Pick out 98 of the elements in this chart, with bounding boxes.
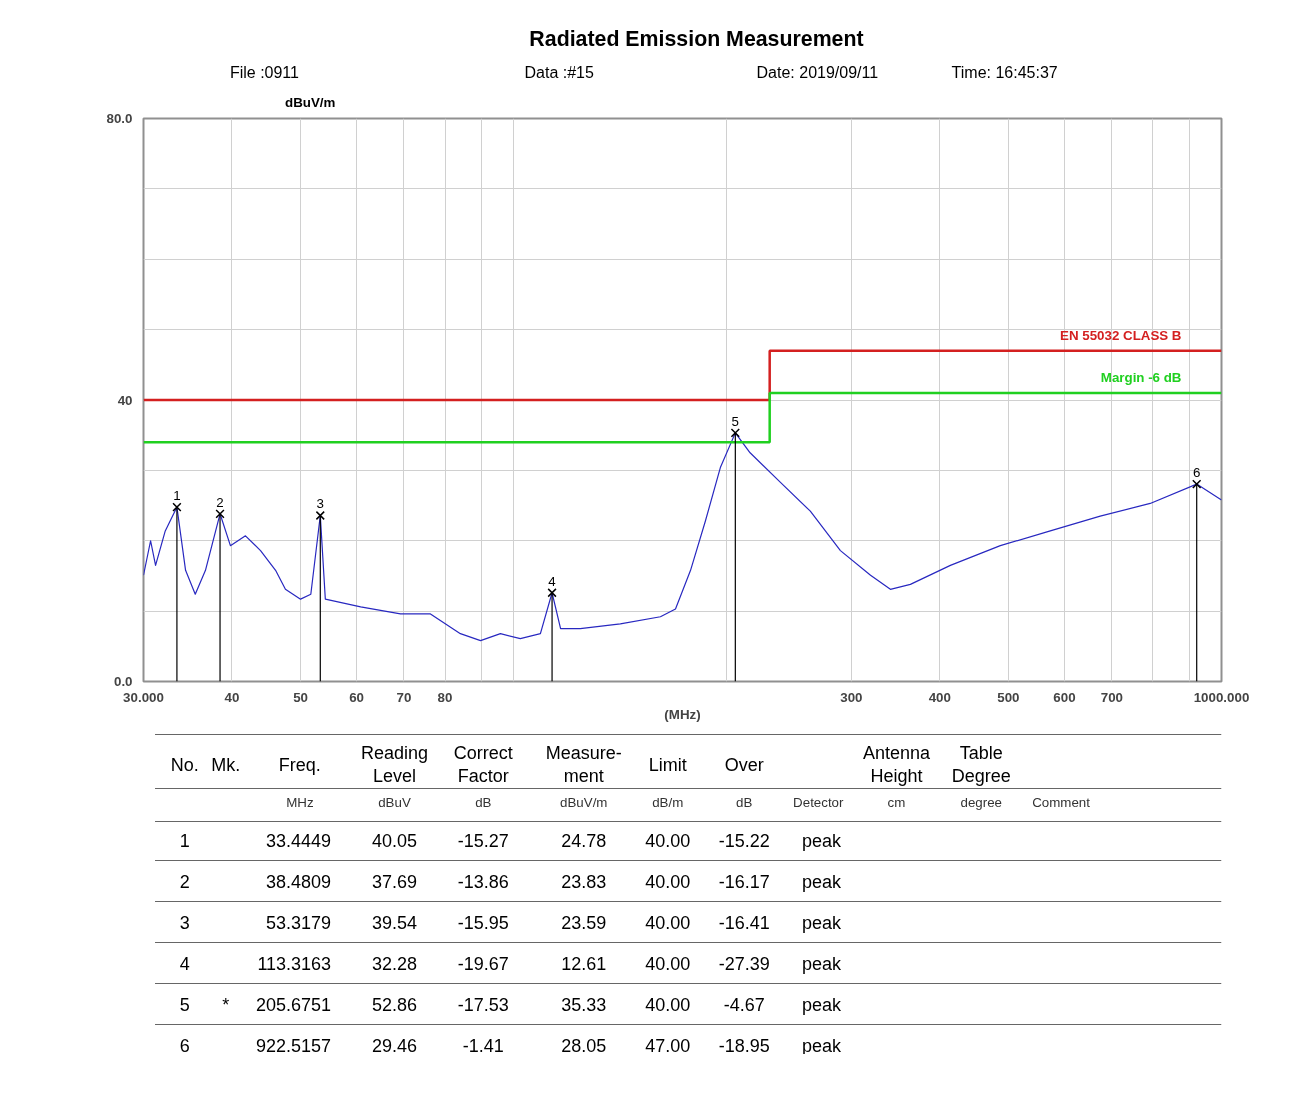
text: 40.00 (645, 831, 691, 851)
text: Comment (1032, 795, 1091, 810)
text: 39.54 (371, 913, 418, 933)
text: 23.59 (561, 913, 607, 933)
text: 5 (179, 995, 190, 1015)
text: -17.53 (457, 995, 509, 1015)
text: File :0911 (229, 64, 300, 81)
text: * (222, 994, 230, 1015)
text: peak (802, 871, 843, 892)
annotation: 5 (731, 413, 740, 429)
text: 29.46 (371, 1036, 418, 1056)
text: 37.69 (371, 872, 418, 892)
text: 4 (179, 954, 190, 974)
text: 6 (179, 1036, 190, 1056)
text: 53.3179 (266, 913, 332, 933)
annotation: 4 (548, 573, 557, 589)
text: -15.95 (457, 913, 509, 933)
text: Date: 2019/09/11 (756, 64, 879, 81)
text: -1.41 (462, 1036, 504, 1056)
text: 1 (179, 831, 190, 851)
x-tick-label: 400 (928, 689, 951, 705)
x-tick-label: 40 (224, 689, 240, 705)
text: -16.41 (718, 913, 770, 933)
text: 40.00 (645, 872, 691, 892)
chart-title: Radiated Emission Measurement (529, 26, 864, 51)
text: -27.39 (718, 954, 770, 974)
text: 23.83 (561, 872, 607, 892)
text: peak (802, 912, 843, 933)
text: dBuV (378, 795, 411, 810)
text: -18.95 (718, 1036, 770, 1056)
x-tick-label: 70 (396, 689, 412, 705)
y-tick-label: 40 (117, 392, 133, 408)
text: 2 (179, 872, 190, 892)
text: 3 (179, 913, 190, 933)
annotation: 1 (173, 488, 181, 504)
x-tick-label: 600 (1053, 689, 1076, 705)
text: peak (802, 830, 843, 851)
annotation: 6 (1193, 465, 1201, 481)
text: 12.61 (561, 954, 607, 974)
text: -15.27 (457, 831, 509, 851)
text: 40.05 (371, 831, 418, 851)
text: degree (960, 795, 1002, 810)
x-tick-label: 500 (997, 689, 1020, 705)
text: MHz (286, 795, 314, 810)
text: peak (802, 953, 843, 974)
text: 28.05 (561, 1036, 607, 1056)
text: Mk. (211, 754, 241, 775)
y-tick-label: 0.0 (113, 674, 133, 689)
x-tick-label: 300 (840, 689, 863, 705)
text: dBuV/m (560, 795, 608, 810)
text: dB/m (652, 795, 684, 810)
text: Antenna Height (862, 743, 931, 786)
text: cm (887, 795, 906, 810)
text: -16.17 (718, 872, 770, 892)
y-tick-label: 80.0 (106, 111, 133, 126)
text: Detector (793, 795, 845, 810)
text: 35.33 (561, 995, 607, 1015)
text: Table Degree (951, 743, 1011, 786)
text: 32.28 (371, 954, 418, 974)
text: Limit (648, 754, 687, 775)
text: Data :#15 (524, 64, 594, 81)
x-tick-label: 80 (437, 689, 453, 705)
text: dB (736, 795, 753, 810)
text: -15.22 (718, 831, 770, 851)
x-tick-label: 60 (349, 689, 365, 705)
text: 922.5157 (256, 1036, 332, 1056)
x-tick-label: 700 (1100, 689, 1123, 705)
x-axis-title: (MHz) (664, 706, 701, 722)
text: 205.6751 (256, 995, 332, 1015)
x-tick-label: 1000.000 (1193, 689, 1250, 705)
text: 47.00 (645, 1036, 691, 1056)
x-tick-label: 30.000 (123, 689, 164, 705)
text: peak (802, 994, 843, 1015)
text: 40.00 (645, 995, 691, 1015)
text: No. (170, 754, 199, 775)
text: Time: 16:45:37 (951, 64, 1058, 81)
annotation: 2 (216, 494, 224, 510)
y-axis-title: dBuV/m (285, 95, 336, 110)
text: -4.67 (723, 995, 765, 1015)
text: 24.78 (561, 831, 607, 851)
series-label: Margin -6 dB (1100, 369, 1182, 385)
text: Freq. (278, 754, 321, 775)
text: 113.3163 (257, 954, 332, 974)
series-label: EN 55032 CLASS B (1060, 327, 1182, 343)
text: -19.67 (457, 954, 509, 974)
text: 40.00 (645, 913, 691, 933)
text: Over (724, 754, 764, 775)
text: Reading Level (360, 743, 429, 786)
text: 40.00 (645, 954, 691, 974)
x-tick-label: 50 (293, 689, 308, 705)
text: -13.86 (457, 872, 509, 892)
text: 38.4809 (266, 872, 332, 892)
text: Measure-ment (545, 743, 622, 786)
text: dB (475, 795, 492, 810)
text: Correct Factor (453, 743, 513, 786)
text: 33.4449 (266, 831, 332, 851)
annotation: 3 (316, 496, 325, 512)
text: 52.86 (371, 995, 418, 1015)
